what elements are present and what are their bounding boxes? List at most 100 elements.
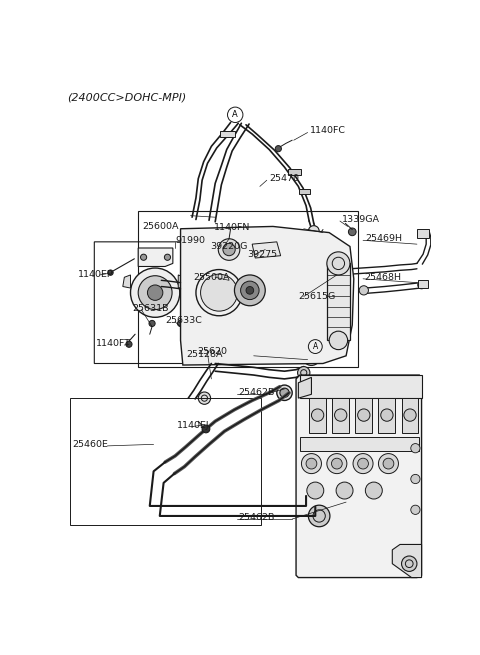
Circle shape bbox=[418, 281, 425, 289]
Circle shape bbox=[164, 254, 170, 260]
Circle shape bbox=[198, 392, 211, 404]
Text: 25460E: 25460E bbox=[72, 440, 108, 449]
Circle shape bbox=[315, 235, 322, 241]
Circle shape bbox=[404, 409, 416, 421]
Circle shape bbox=[329, 331, 348, 350]
Text: 25462B: 25462B bbox=[238, 388, 275, 398]
Polygon shape bbox=[309, 398, 326, 433]
Bar bbox=[417, 229, 429, 238]
Circle shape bbox=[141, 254, 147, 260]
Circle shape bbox=[202, 425, 210, 433]
Polygon shape bbox=[138, 248, 173, 267]
Polygon shape bbox=[180, 227, 354, 365]
Text: 25469H: 25469H bbox=[365, 234, 402, 243]
Circle shape bbox=[348, 493, 359, 504]
Circle shape bbox=[275, 145, 281, 152]
Circle shape bbox=[378, 454, 398, 474]
Circle shape bbox=[201, 274, 238, 311]
Circle shape bbox=[246, 286, 254, 294]
Circle shape bbox=[348, 228, 356, 236]
Polygon shape bbox=[392, 544, 421, 578]
Circle shape bbox=[108, 270, 113, 275]
Text: 1140FN: 1140FN bbox=[214, 223, 251, 233]
Text: 1140EP: 1140EP bbox=[78, 271, 114, 280]
Circle shape bbox=[178, 320, 184, 327]
Circle shape bbox=[358, 409, 370, 421]
Polygon shape bbox=[332, 398, 349, 433]
Circle shape bbox=[326, 271, 332, 277]
Polygon shape bbox=[252, 242, 281, 258]
Text: 1140FC: 1140FC bbox=[310, 126, 346, 136]
Text: 25631B: 25631B bbox=[132, 303, 168, 312]
Circle shape bbox=[335, 409, 347, 421]
Circle shape bbox=[223, 244, 235, 255]
Circle shape bbox=[306, 458, 317, 469]
Circle shape bbox=[336, 482, 353, 499]
Bar bbox=[220, 131, 235, 137]
Polygon shape bbox=[123, 275, 131, 288]
Circle shape bbox=[365, 482, 382, 499]
Polygon shape bbox=[331, 491, 352, 506]
Circle shape bbox=[308, 505, 330, 527]
Text: 1140EJ: 1140EJ bbox=[177, 421, 209, 430]
Polygon shape bbox=[296, 375, 421, 578]
Circle shape bbox=[327, 454, 347, 474]
Text: 1339GA: 1339GA bbox=[342, 215, 380, 224]
Circle shape bbox=[402, 556, 417, 571]
Polygon shape bbox=[402, 398, 419, 433]
Circle shape bbox=[411, 474, 420, 483]
Circle shape bbox=[298, 367, 310, 379]
Text: (2400CC>DOHC-MPI): (2400CC>DOHC-MPI) bbox=[67, 92, 187, 102]
Circle shape bbox=[359, 286, 369, 295]
Circle shape bbox=[307, 482, 324, 499]
Circle shape bbox=[358, 458, 369, 469]
Circle shape bbox=[131, 268, 180, 317]
Circle shape bbox=[149, 320, 155, 327]
Bar bbox=[288, 169, 300, 175]
Text: 25615G: 25615G bbox=[299, 292, 336, 301]
Circle shape bbox=[411, 505, 420, 514]
Text: 39220G: 39220G bbox=[210, 242, 247, 251]
Circle shape bbox=[240, 281, 259, 299]
Text: 25620: 25620 bbox=[197, 347, 228, 356]
Polygon shape bbox=[299, 377, 312, 398]
Circle shape bbox=[411, 443, 420, 453]
Circle shape bbox=[332, 458, 342, 469]
Circle shape bbox=[301, 454, 322, 474]
Text: 25470: 25470 bbox=[269, 174, 299, 183]
Circle shape bbox=[381, 409, 393, 421]
Circle shape bbox=[138, 276, 172, 310]
Text: 25462B: 25462B bbox=[238, 513, 275, 522]
Circle shape bbox=[383, 458, 394, 469]
Bar bbox=[418, 280, 429, 288]
Text: 25468H: 25468H bbox=[364, 272, 401, 282]
Circle shape bbox=[308, 226, 319, 236]
Circle shape bbox=[234, 275, 265, 306]
Polygon shape bbox=[178, 275, 186, 288]
Bar bbox=[71, 398, 262, 525]
Circle shape bbox=[218, 239, 240, 260]
Text: 39275: 39275 bbox=[248, 250, 277, 259]
Circle shape bbox=[312, 409, 324, 421]
Circle shape bbox=[353, 454, 373, 474]
Bar bbox=[300, 437, 419, 451]
Polygon shape bbox=[327, 263, 350, 341]
Text: 25128A: 25128A bbox=[187, 350, 223, 359]
Text: A: A bbox=[232, 110, 238, 119]
Text: 91990: 91990 bbox=[175, 236, 205, 245]
Text: 25600A: 25600A bbox=[142, 222, 179, 231]
Bar bbox=[299, 189, 310, 194]
Polygon shape bbox=[355, 398, 372, 433]
Polygon shape bbox=[378, 398, 396, 433]
Circle shape bbox=[147, 285, 163, 301]
Text: 25633C: 25633C bbox=[165, 316, 202, 325]
Circle shape bbox=[345, 489, 363, 508]
Circle shape bbox=[280, 388, 289, 398]
Circle shape bbox=[277, 385, 292, 400]
Circle shape bbox=[126, 341, 132, 347]
Text: 1140FT: 1140FT bbox=[96, 339, 131, 348]
Text: A: A bbox=[312, 342, 318, 351]
Text: 25500A: 25500A bbox=[193, 272, 230, 282]
Polygon shape bbox=[300, 375, 421, 398]
Circle shape bbox=[327, 252, 350, 275]
